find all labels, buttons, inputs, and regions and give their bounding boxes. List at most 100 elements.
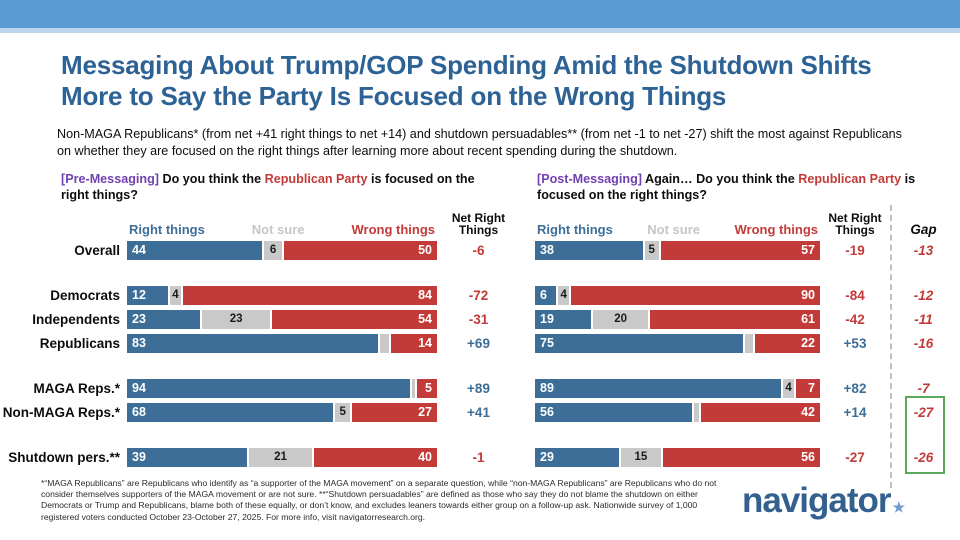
segment-value: 84 [418, 288, 432, 302]
wrong-things-segment: 42 [701, 402, 820, 422]
row-label: Overall [74, 242, 120, 258]
segment-value: 42 [801, 405, 815, 419]
pre-net-value: +69 [467, 335, 490, 351]
chart-row: Overall 44 6 50 -6 38 5 57 -19 -13 [0, 240, 960, 260]
pre-net-value: -31 [468, 311, 489, 327]
pre-net-header: Net Right Things [451, 210, 506, 238]
segment-value: 40 [418, 450, 432, 464]
republican-party-highlight: Republican Party [264, 172, 368, 186]
segment-value: 38 [540, 243, 554, 257]
pre-messaging-bar: 12 4 84 [127, 285, 437, 305]
wrong-things-segment: 7 [796, 378, 820, 398]
not-sure-segment: 15 [620, 447, 662, 467]
right-things-segment: 83 [127, 333, 378, 353]
post-net-value: -19 [845, 242, 865, 258]
segment-value: 57 [801, 243, 815, 257]
right-things-segment: 6 [535, 285, 557, 305]
post-net-value: -42 [845, 311, 865, 327]
pre-messaging-bar: 23 23 54 [127, 309, 437, 329]
wrong-things-segment: 84 [183, 285, 437, 305]
post-messaging-question: [Post-Messaging] Again… Do you think the… [537, 171, 952, 204]
gap-value: -13 [913, 242, 934, 258]
gap-value: -7 [917, 380, 930, 396]
right-things-segment: 89 [535, 378, 782, 398]
wrong-things-segment: 14 [390, 333, 437, 353]
gap-value: -12 [913, 287, 934, 303]
segment-value: 22 [801, 336, 815, 350]
post-net-value: -27 [845, 449, 865, 465]
not-sure-segment [412, 378, 416, 398]
pre-messaging-bar: 44 6 50 [127, 240, 437, 260]
segment-value: 75 [540, 336, 554, 350]
not-sure-segment: 4 [558, 285, 570, 305]
segment-value: 4 [172, 289, 179, 301]
segment-value: 23 [229, 313, 243, 325]
gap-highlight-box [905, 396, 945, 474]
post-net-value: +14 [843, 404, 867, 420]
row-label: Independents [32, 311, 120, 327]
segment-value: 4 [785, 382, 792, 394]
footnote: *“MAGA Republicans” are Republicans who … [41, 478, 717, 522]
post-messaging-bar: 75 22 [535, 333, 820, 353]
legend-right-things: Right things [129, 222, 205, 237]
right-things-segment: 19 [535, 309, 592, 329]
segment-value: 39 [132, 450, 146, 464]
wrong-things-segment: 61 [649, 309, 820, 329]
row-label: Shutdown pers.** [8, 449, 120, 465]
chart-row: Non-MAGA Reps.* 68 5 27 +41 56 42 +14 -2… [0, 402, 960, 422]
wrong-things-segment: 27 [352, 402, 437, 422]
segment-value: 4 [560, 289, 567, 301]
legend-right-things: Right things [537, 222, 613, 237]
segment-value: 20 [614, 313, 627, 325]
pre-messaging-tag: [Pre-Messaging] [61, 172, 159, 186]
not-sure-segment: 4 [783, 378, 795, 398]
question-text: Again… Do you think the [641, 172, 799, 186]
right-things-segment: 23 [127, 309, 201, 329]
not-sure-segment [693, 402, 700, 422]
segment-value: 56 [801, 450, 816, 464]
chart-row: Independents 23 23 54 -31 19 20 61 -42 -… [0, 309, 960, 329]
post-messaging-tag: [Post-Messaging] [537, 172, 642, 186]
pre-net-value: -72 [468, 287, 489, 303]
not-sure-segment: 4 [169, 285, 182, 305]
segment-value: 12 [132, 288, 146, 302]
wrong-things-segment: 5 [417, 378, 437, 398]
navigator-logo-text: navigator [742, 481, 892, 520]
right-things-segment: 68 [127, 402, 334, 422]
stacked-bar-chart: Right things Not sure Wrong things Net R… [0, 205, 960, 488]
wrong-things-segment: 57 [660, 240, 820, 260]
gap-header: Gap [910, 222, 937, 237]
segment-value: 68 [132, 405, 146, 419]
legend-wrong-things: Wrong things [351, 222, 435, 237]
pre-messaging-bar: 68 5 27 [127, 402, 437, 422]
post-net-header: Net Right Things [828, 210, 882, 238]
gap-value: -26 [913, 449, 934, 465]
wrong-things-segment: 56 [663, 447, 821, 467]
wrong-things-segment: 50 [284, 240, 437, 260]
right-things-segment: 56 [535, 402, 692, 422]
pre-messaging-question: [Pre-Messaging] Do you think the Republi… [61, 171, 506, 204]
post-messaging-bar: 38 5 57 [535, 240, 820, 260]
gap-value: -11 [914, 311, 933, 327]
segment-value: 5 [425, 381, 432, 395]
row-label: Democrats [50, 287, 120, 303]
post-net-value: +82 [843, 380, 867, 396]
gap-column-divider [890, 205, 892, 488]
pre-legend: Right things Not sure Wrong things [127, 222, 437, 237]
segment-value: 6 [540, 288, 547, 302]
segment-value: 44 [132, 243, 146, 257]
pre-net-value: +41 [467, 404, 490, 420]
segment-value: 6 [269, 244, 277, 256]
not-sure-segment: 21 [249, 447, 312, 467]
right-things-segment: 39 [127, 447, 248, 467]
header-band [0, 0, 960, 28]
column-headers: Right things Not sure Wrong things Net R… [0, 205, 960, 240]
segment-value: 54 [418, 312, 432, 326]
wrong-things-segment: 90 [571, 285, 821, 305]
question-text: Do you think the [158, 172, 265, 186]
question-text: is focused on the right things? [61, 172, 475, 203]
navigator-logo: navigator ★ [742, 481, 905, 521]
post-messaging-bar: 89 4 7 [535, 378, 820, 398]
segment-value: 21 [274, 451, 287, 463]
gap-value: -16 [913, 335, 934, 351]
